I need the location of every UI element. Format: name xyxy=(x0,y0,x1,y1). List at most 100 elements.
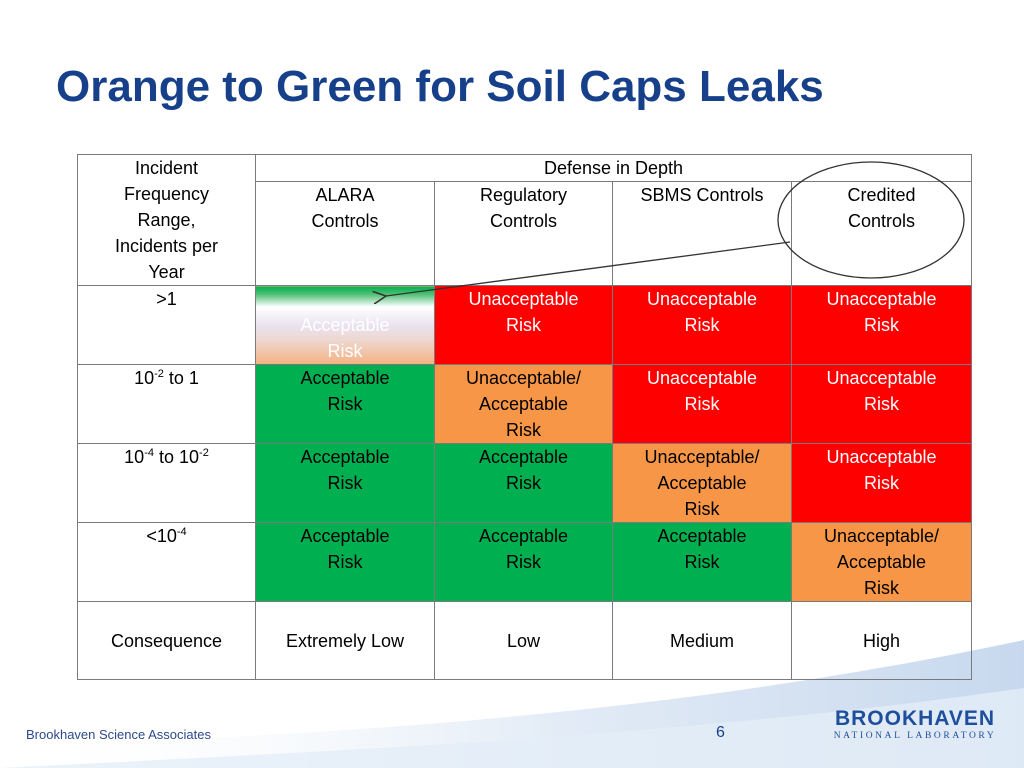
risk-cell: Unacceptable Risk xyxy=(790,364,973,444)
table-row: >1 ​ Acceptable Risk Unacceptable Risk U… xyxy=(77,285,973,365)
column-header-line: SBMS Controls xyxy=(640,185,764,205)
footer-org: Brookhaven Science Associates xyxy=(26,727,211,742)
risk-cell-line: Risk xyxy=(684,552,720,572)
consequence-cell: Low xyxy=(434,601,613,680)
risk-cell: Unacceptable Risk xyxy=(612,364,792,444)
risk-cell: Unacceptable Risk xyxy=(612,285,792,365)
risk-cell-line: Risk xyxy=(684,499,720,519)
defense-in-depth-header: Defense in Depth xyxy=(254,154,973,182)
slide-title: Orange to Green for Soil Caps Leaks xyxy=(56,62,824,111)
frequency-exponent: -2 xyxy=(199,447,209,459)
risk-cell: Unacceptable/ Acceptable Risk xyxy=(434,364,613,444)
risk-cell-line: Acceptable xyxy=(478,447,569,467)
frequency-header-line: Range, xyxy=(137,210,196,230)
risk-cell-line: Risk xyxy=(684,394,720,414)
risk-cell-line: Acceptable xyxy=(657,526,747,546)
risk-cell: Unacceptable Risk xyxy=(434,285,613,365)
risk-cell-line: Acceptable xyxy=(478,394,569,414)
consequence-cell: High xyxy=(790,601,973,680)
frequency-exponent: -4 xyxy=(176,526,187,538)
column-header-line: Controls xyxy=(848,211,916,231)
risk-cell-line: Risk xyxy=(327,552,363,572)
column-header-alara: ALARA Controls xyxy=(255,181,435,286)
table-row: 10-2 to 1 Acceptable Risk Unacceptable/ … xyxy=(77,364,973,444)
frequency-base: >1 xyxy=(156,289,177,309)
risk-matrix-table: Incident Frequency Range, Incidents per … xyxy=(77,154,973,680)
risk-cell-line: Risk xyxy=(506,420,541,440)
risk-cell-line: Unacceptable xyxy=(468,289,579,309)
frequency-mid: to 10 xyxy=(153,447,200,467)
risk-cell-line: Acceptable xyxy=(836,552,927,572)
risk-cell-line: Unacceptable xyxy=(646,368,758,388)
risk-cell: Acceptable Risk xyxy=(612,522,792,602)
risk-cell-line: Unacceptable xyxy=(826,368,937,388)
frequency-cell: 10-2 to 1 xyxy=(77,364,256,444)
frequency-header-line: Incidents per xyxy=(114,236,219,256)
risk-cell: Acceptable Risk xyxy=(434,522,613,602)
frequency-header-line: Frequency xyxy=(123,184,210,204)
risk-cell-line: Risk xyxy=(506,315,541,335)
risk-cell-line: Risk xyxy=(327,394,363,414)
risk-cell-line: Risk xyxy=(506,552,541,572)
risk-cell: ​ Acceptable Risk xyxy=(255,285,435,365)
column-header-regulatory: Regulatory Controls xyxy=(434,181,613,286)
consequence-label: Consequence xyxy=(77,601,256,680)
frequency-base: 10 xyxy=(134,368,155,388)
logo-sub-text: NATIONAL LABORATORY xyxy=(833,731,997,741)
frequency-cell: >1 xyxy=(77,285,256,365)
frequency-exponent: -4 xyxy=(144,447,154,459)
risk-cell: Acceptable Risk xyxy=(434,443,613,523)
risk-cell: Unacceptable Risk xyxy=(790,443,973,523)
risk-cell-line: Risk xyxy=(864,315,900,335)
risk-cell: Unacceptable Risk xyxy=(790,285,973,365)
frequency-base: <10 xyxy=(146,526,177,546)
frequency-cell: 10-4 to 10-2 xyxy=(77,443,256,523)
consequence-cell: Extremely Low xyxy=(255,601,435,680)
frequency-header-line: Year xyxy=(148,262,185,282)
table-row: <10-4 Acceptable Risk Acceptable Risk Ac… xyxy=(77,522,973,602)
frequency-header-line: Incident xyxy=(134,158,199,178)
frequency-exponent: -2 xyxy=(154,368,164,380)
risk-cell-line: Unacceptable/ xyxy=(644,447,760,467)
frequency-mid: to 1 xyxy=(163,368,199,388)
column-header-line: Regulatory xyxy=(479,185,568,205)
frequency-base: 10 xyxy=(124,447,145,467)
risk-cell-line: Risk xyxy=(684,315,720,335)
column-header-sbms: SBMS Controls xyxy=(612,181,792,286)
risk-cell: Acceptable Risk xyxy=(255,522,435,602)
risk-cell: Acceptable Risk xyxy=(255,443,435,523)
risk-cell-line: Acceptable xyxy=(300,368,390,388)
risk-cell-line: Unacceptable xyxy=(646,289,758,309)
risk-cell-line: Acceptable xyxy=(478,526,569,546)
column-header-line: Controls xyxy=(311,211,379,231)
column-header-line: Controls xyxy=(489,211,558,231)
page-number: 6 xyxy=(716,724,725,741)
column-header-line: ALARA xyxy=(315,185,375,205)
table-row: 10-4 to 10-2 Acceptable Risk Acceptable … xyxy=(77,443,973,523)
risk-cell-line: Unacceptable xyxy=(826,289,937,309)
risk-cell-line: Risk xyxy=(327,341,363,361)
risk-cell-line: Acceptable xyxy=(300,447,390,467)
brookhaven-logo: BROOKHAVEN NATIONAL LABORATORY xyxy=(830,708,1000,742)
risk-cell: Unacceptable/ Acceptable Risk xyxy=(790,522,973,602)
risk-cell: Unacceptable/ Acceptable Risk xyxy=(612,443,792,523)
risk-cell-line: Risk xyxy=(506,473,541,493)
risk-cell-line: Risk xyxy=(864,578,900,598)
risk-cell-line: Acceptable xyxy=(300,526,390,546)
risk-cell-line: Risk xyxy=(327,473,363,493)
column-header-line: Credited xyxy=(847,185,916,205)
risk-cell-line: Unacceptable/ xyxy=(823,526,940,546)
risk-cell-line: Unacceptable/ xyxy=(465,368,582,388)
column-header-credited: Credited Controls xyxy=(790,181,973,286)
risk-cell-line: Acceptable xyxy=(300,315,390,335)
risk-cell-line: Unacceptable xyxy=(826,447,937,467)
consequence-cell: Medium xyxy=(612,601,792,680)
risk-cell-line: Risk xyxy=(864,473,900,493)
risk-cell-line: Risk xyxy=(864,394,900,414)
frequency-header: Incident Frequency Range, Incidents per … xyxy=(77,154,256,286)
risk-cell: Acceptable Risk xyxy=(255,364,435,444)
frequency-cell: <10-4 xyxy=(77,522,256,602)
logo-main-text: BROOKHAVEN xyxy=(834,707,996,730)
consequence-row: Consequence Extremely Low Low Medium Hig… xyxy=(77,601,973,680)
risk-cell-line: Acceptable xyxy=(657,473,747,493)
